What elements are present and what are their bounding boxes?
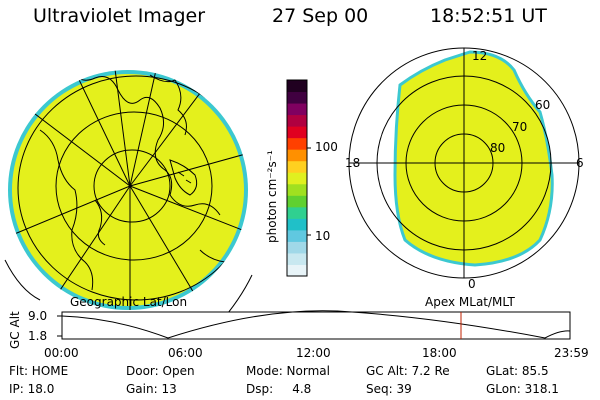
colorbar — [286, 79, 311, 277]
lat-circle-60 — [17, 75, 248, 301]
colorbar-swatch — [287, 114, 307, 127]
meridian-line — [129, 70, 166, 187]
altitude-ytick-top: 9.0 — [28, 309, 48, 323]
mlt-label-18: 18 — [345, 156, 360, 170]
altitude-ylabel: GC Alt — [8, 311, 22, 349]
meridian-line — [8, 185, 131, 241]
colorbar-swatch — [287, 172, 307, 185]
magnetic-panel: 12 18 6 0 60 70 80 — [345, 47, 584, 291]
lat-circle-80 — [93, 149, 171, 223]
info-gain: Gain: 13 — [126, 382, 177, 396]
altitude-plot-frame — [61, 311, 571, 340]
colorbar-swatch — [287, 229, 307, 242]
altitude-xtick: 18:00 — [422, 346, 457, 360]
info-dsp: Dsp: 4.8 — [246, 382, 312, 396]
altitude-plot — [57, 310, 571, 340]
colorbar-swatch — [287, 206, 307, 219]
colorbar-swatch — [287, 91, 307, 104]
altitude-ytick-bottom: 1.8 — [28, 329, 48, 343]
mlat-label-60: 60 — [535, 98, 550, 112]
coastline — [29, 70, 221, 216]
colorbar-swatch — [287, 218, 307, 231]
mlat-label-80: 80 — [490, 141, 505, 155]
meridian-line — [109, 70, 131, 187]
mlat-label-70: 70 — [512, 120, 527, 134]
info-glat: GLat: 85.5 — [486, 364, 549, 378]
colorbar-unit-label: photon cm⁻²s⁻¹ — [265, 150, 279, 243]
info-ip: IP: 18.0 — [9, 382, 55, 396]
altitude-xtick: 00:00 — [44, 346, 79, 360]
info-seq: Seq: 39 — [366, 382, 412, 396]
geographic-panel — [4, 70, 253, 326]
outer-lat-arc — [4, 259, 41, 301]
colorbar-swatch — [287, 126, 307, 139]
header-date: 27 Sep 00 — [272, 5, 369, 27]
altitude-curve — [61, 310, 571, 339]
colorbar-swatch — [287, 241, 307, 254]
colorbar-swatch — [287, 183, 307, 196]
left-image-disk — [12, 74, 244, 306]
mlt-label-6: 6 — [576, 156, 584, 170]
colorbar-swatch — [287, 160, 307, 173]
coastline — [39, 129, 94, 291]
mlt-label-12: 12 — [472, 49, 487, 63]
colorbar-frame — [286, 79, 308, 277]
colorbar-swatch — [287, 252, 307, 265]
coastline — [94, 199, 106, 246]
mlt-label-0: 0 — [468, 277, 476, 291]
info-flight: Flt: HOME — [9, 364, 69, 378]
colorbar-swatch — [287, 149, 307, 162]
altitude-xtick: 06:00 — [168, 346, 203, 360]
header-time: 18:52:51 UT — [430, 5, 547, 27]
coastline — [149, 74, 187, 136]
altitude-xtick: 23:59 — [554, 346, 589, 360]
info-mode: Mode: Normal — [246, 364, 330, 378]
lat-circle-70 — [55, 111, 213, 261]
info-gc-alt: GC Alt: 7.2 Re — [366, 364, 450, 378]
colorbar-swatch — [287, 137, 307, 150]
left-panel-caption: Geographic Lat/Lon — [70, 295, 188, 309]
info-glon: GLon: 318.1 — [486, 382, 559, 396]
meridian-line — [59, 70, 131, 187]
colorbar-tick-100: 100 — [315, 140, 338, 154]
info-door: Door: Open — [126, 364, 195, 378]
colorbar-swatch — [287, 80, 307, 93]
right-image-region — [393, 50, 554, 267]
altitude-xtick: 12:00 — [296, 346, 331, 360]
colorbar-swatch — [287, 264, 307, 277]
colorbar-swatch — [287, 195, 307, 208]
colorbar-swatch — [287, 103, 307, 116]
instrument-title: Ultraviolet Imager — [33, 5, 206, 27]
right-panel-caption: Apex MLat/MLT — [425, 295, 515, 309]
coastline — [169, 159, 198, 196]
meridian-line — [129, 149, 248, 187]
meridian-line — [129, 185, 248, 236]
colorbar-tick-10: 10 — [315, 229, 331, 243]
